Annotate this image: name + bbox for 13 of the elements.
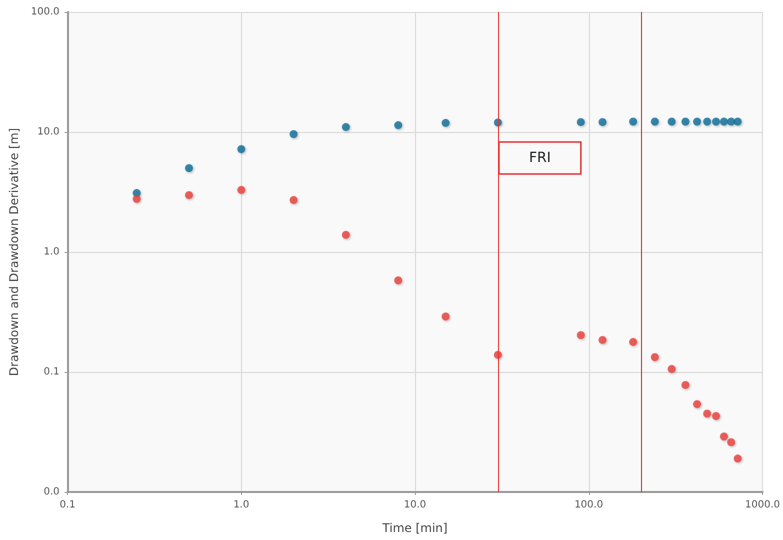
ref-line-label: FRI — [528, 150, 551, 166]
y-tick-label: 100.0 — [30, 6, 60, 18]
y-tick-label: 10.0 — [37, 126, 60, 138]
x-tick-label: 1.0 — [233, 500, 250, 510]
y-tick-label: 0.0 — [44, 486, 60, 498]
y-axis-title: Drawdown and Drawdown Derivative [m] — [7, 128, 21, 376]
y-tick-label: 1.0 — [44, 246, 60, 258]
x-tick-label: 1000.0 — [745, 500, 780, 510]
x-tick-label: 100.0 — [574, 500, 604, 510]
x-tick-label: 0.1 — [60, 500, 76, 510]
y-tick-label: 0.1 — [44, 366, 60, 378]
x-tick-label: 10.0 — [404, 500, 426, 510]
x-axis-title: Time [min] — [381, 521, 448, 535]
